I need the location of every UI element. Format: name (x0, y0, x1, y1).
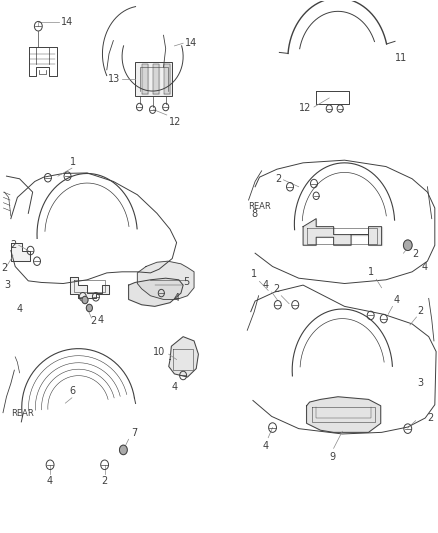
Polygon shape (11, 243, 30, 261)
Text: 1: 1 (70, 157, 76, 167)
Text: 2: 2 (272, 284, 279, 294)
Text: 8: 8 (251, 208, 257, 219)
Text: 4: 4 (173, 293, 179, 303)
Polygon shape (302, 219, 381, 245)
Text: 1: 1 (251, 269, 257, 279)
Text: 2: 2 (101, 477, 107, 487)
Circle shape (403, 240, 411, 251)
Circle shape (86, 304, 92, 312)
Text: REAR: REAR (248, 202, 271, 211)
Text: 12: 12 (299, 103, 311, 113)
Text: 2: 2 (417, 306, 423, 316)
Text: 4: 4 (47, 477, 53, 487)
Circle shape (82, 296, 88, 304)
Text: 14: 14 (185, 38, 197, 48)
Text: 13: 13 (107, 74, 120, 84)
Circle shape (119, 445, 127, 455)
Text: 4: 4 (421, 262, 427, 271)
Text: 4: 4 (97, 314, 103, 325)
Polygon shape (137, 261, 194, 300)
Text: 9: 9 (329, 451, 335, 462)
Bar (135, 62, 172, 96)
Polygon shape (70, 277, 109, 298)
Polygon shape (168, 337, 198, 377)
Text: 4: 4 (171, 382, 177, 392)
Polygon shape (163, 64, 170, 94)
Polygon shape (152, 64, 159, 94)
Text: REAR: REAR (11, 409, 34, 418)
Text: 7: 7 (131, 427, 137, 438)
Text: 2: 2 (1, 263, 7, 272)
Text: 2: 2 (90, 316, 97, 326)
Text: 2: 2 (10, 240, 16, 250)
Text: 3: 3 (4, 280, 11, 290)
Polygon shape (141, 64, 148, 94)
Polygon shape (128, 278, 183, 306)
Text: 4: 4 (393, 295, 399, 305)
Text: 12: 12 (169, 117, 181, 126)
Text: 4: 4 (262, 280, 268, 290)
Text: 2: 2 (427, 413, 433, 423)
Text: 11: 11 (394, 53, 406, 63)
Text: 10: 10 (153, 346, 165, 357)
Text: 6: 6 (70, 386, 76, 396)
Polygon shape (306, 397, 380, 432)
Text: 4: 4 (17, 304, 23, 314)
Text: 2: 2 (411, 249, 417, 259)
Text: 2: 2 (274, 174, 281, 184)
Text: 3: 3 (417, 378, 423, 389)
Text: 5: 5 (183, 278, 189, 287)
Text: 14: 14 (61, 17, 73, 27)
Text: 1: 1 (367, 267, 373, 277)
Text: 4: 4 (262, 441, 268, 451)
